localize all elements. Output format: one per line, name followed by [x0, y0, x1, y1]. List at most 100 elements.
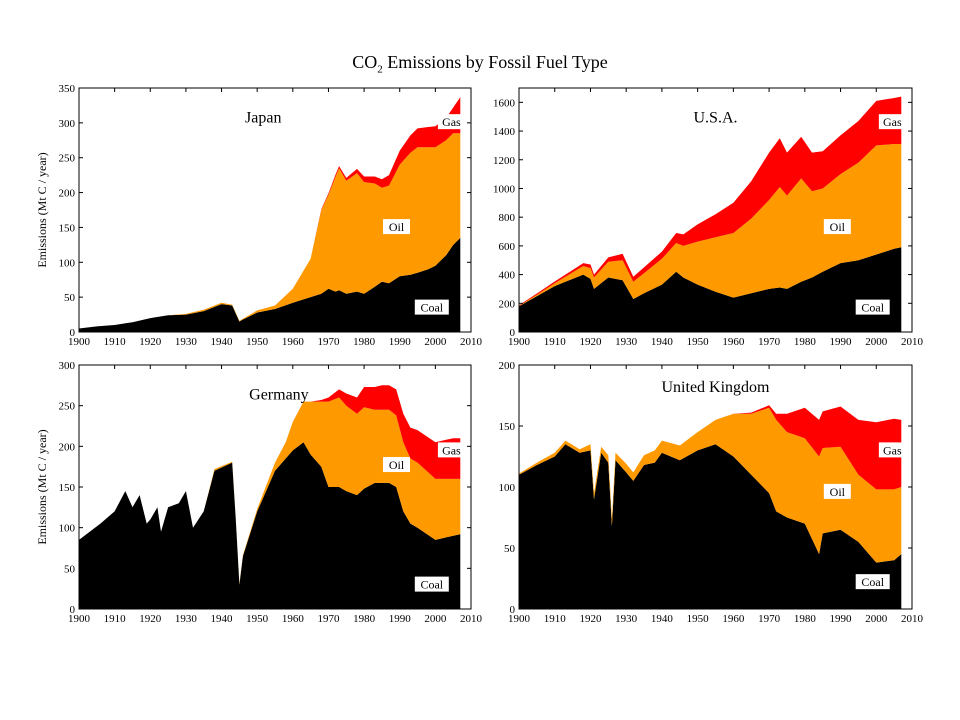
x-tick-label: 1940 — [651, 336, 674, 348]
x-tick-label: 1920 — [579, 613, 602, 625]
x-tick-label: 1980 — [794, 613, 817, 625]
area-label-box — [823, 483, 851, 499]
y-tick-label: 600 — [499, 241, 516, 253]
x-tick-label: 1930 — [175, 336, 198, 348]
area-coal — [79, 237, 461, 332]
y-tick-label: 200 — [499, 298, 516, 310]
x-tick-label: 1970 — [317, 613, 340, 625]
x-tick-label: 1940 — [651, 613, 674, 625]
chart-panel-japan: 1900 1910 1920 1930 1940 1950 1960 1970 1980 1990… — [35, 83, 483, 348]
area-label-gas: Gas — [442, 443, 461, 457]
y-tick-label: 1000 — [493, 183, 516, 195]
area-label-box — [383, 457, 411, 473]
x-tick-label: 1920 — [139, 613, 162, 625]
x-tick-label: 1900 — [68, 613, 91, 625]
x-tick-label: 2010 — [901, 336, 924, 348]
x-tick-label: 1910 — [104, 613, 127, 625]
y-tick-label: 0 — [70, 327, 76, 339]
y-tick-label: 300 — [59, 360, 76, 372]
x-tick-label: 1990 — [830, 336, 853, 348]
page-title-subscript: 2 — [377, 63, 383, 76]
x-tick-label: 1980 — [353, 613, 376, 625]
y-tick-label: 300 — [59, 118, 76, 130]
area-label-gas: Gas — [442, 115, 461, 129]
y-tick-label: 150 — [59, 482, 76, 494]
chart-panel-u-s-a-: 1900 1910 1920 1930 1940 1950 1960 1970 1980 1990… — [493, 87, 924, 348]
y-tick-label: 100 — [499, 482, 516, 494]
area-label-box — [414, 299, 449, 315]
area-label-box — [414, 576, 449, 592]
y-tick-label: 1600 — [493, 97, 516, 109]
x-tick-label: 1930 — [615, 336, 638, 348]
area-label-coal: Coal — [420, 578, 443, 592]
x-tick-label: 1960 — [282, 336, 305, 348]
x-tick-label: 1960 — [282, 613, 305, 625]
x-tick-label: 1980 — [353, 336, 376, 348]
area-label-box — [878, 442, 906, 458]
y-tick-label: 150 — [59, 222, 76, 234]
y-tick-label: 200 — [59, 441, 76, 453]
area-oil — [519, 144, 902, 307]
y-tick-label: 1400 — [493, 126, 516, 138]
y-tick-label: 200 — [59, 188, 76, 200]
y-tick-label: 800 — [499, 212, 516, 224]
x-tick-label: 1910 — [544, 613, 567, 625]
x-tick-label: 1970 — [317, 336, 340, 348]
y-axis-label: Emissions (Mt C / year) — [35, 152, 49, 267]
x-tick-label: 1970 — [758, 336, 781, 348]
area-gas — [519, 405, 902, 519]
x-tick-label: 1990 — [389, 336, 412, 348]
x-tick-label: 1950 — [687, 613, 710, 625]
x-tick-label: 2000 — [865, 613, 888, 625]
area-label-box — [878, 114, 906, 130]
x-tick-label: 1950 — [687, 336, 710, 348]
panel-title: U.S.A. — [693, 109, 737, 126]
area-label-coal: Coal — [861, 575, 884, 589]
panel-title: Japan — [245, 109, 281, 126]
x-tick-label: 1930 — [175, 613, 198, 625]
x-tick-label: 1990 — [389, 613, 412, 625]
y-tick-label: 200 — [499, 360, 516, 372]
plot-frame — [518, 87, 913, 333]
x-tick-label: 2010 — [460, 613, 483, 625]
panel-title: Germany — [249, 386, 309, 403]
plot-frame — [78, 87, 472, 333]
y-tick-label: 100 — [59, 257, 76, 269]
page-title-suffix: Emissions by Fossil Fuel Type — [382, 52, 608, 72]
area-label-box — [823, 219, 851, 235]
x-tick-label: 1960 — [722, 613, 745, 625]
area-label-box — [855, 574, 890, 590]
y-tick-label: 250 — [59, 153, 76, 165]
x-tick-label: 2010 — [901, 613, 924, 625]
x-tick-label: 2010 — [460, 336, 483, 348]
area-label-oil: Oil — [389, 458, 405, 472]
x-tick-label: 1940 — [211, 336, 234, 348]
y-tick-label: 50 — [504, 543, 516, 555]
y-tick-label: 0 — [70, 604, 76, 616]
page-title: CO2 Emissions by Fossil Fuel Type — [0, 52, 960, 76]
y-tick-label: 50 — [64, 292, 76, 304]
x-tick-label: 2000 — [424, 613, 447, 625]
x-tick-label: 1920 — [139, 336, 162, 348]
x-tick-label: 1920 — [579, 336, 602, 348]
y-tick-label: 1200 — [493, 155, 516, 167]
area-oil — [519, 407, 902, 563]
chart-panel-united-kingdom: 1900 1910 1920 1930 1940 1950 1960 1970 1980 1990… — [499, 360, 924, 625]
x-tick-label: 1900 — [508, 613, 531, 625]
area-label-coal: Coal — [420, 301, 443, 315]
page-title-prefix: CO — [352, 52, 378, 72]
area-label-box — [383, 219, 411, 235]
x-tick-label: 2000 — [865, 336, 888, 348]
x-tick-label: 1950 — [246, 613, 269, 625]
area-label-oil: Oil — [389, 220, 405, 234]
y-tick-label: 400 — [499, 270, 516, 282]
x-tick-label: 1970 — [758, 613, 781, 625]
x-tick-label: 1950 — [246, 336, 269, 348]
area-coal — [519, 444, 902, 609]
x-tick-label: 1930 — [615, 613, 638, 625]
area-coal — [79, 442, 461, 609]
area-label-oil: Oil — [830, 485, 846, 499]
y-tick-label: 0 — [510, 604, 516, 616]
area-label-coal: Coal — [861, 301, 884, 315]
x-tick-label: 1990 — [830, 613, 853, 625]
